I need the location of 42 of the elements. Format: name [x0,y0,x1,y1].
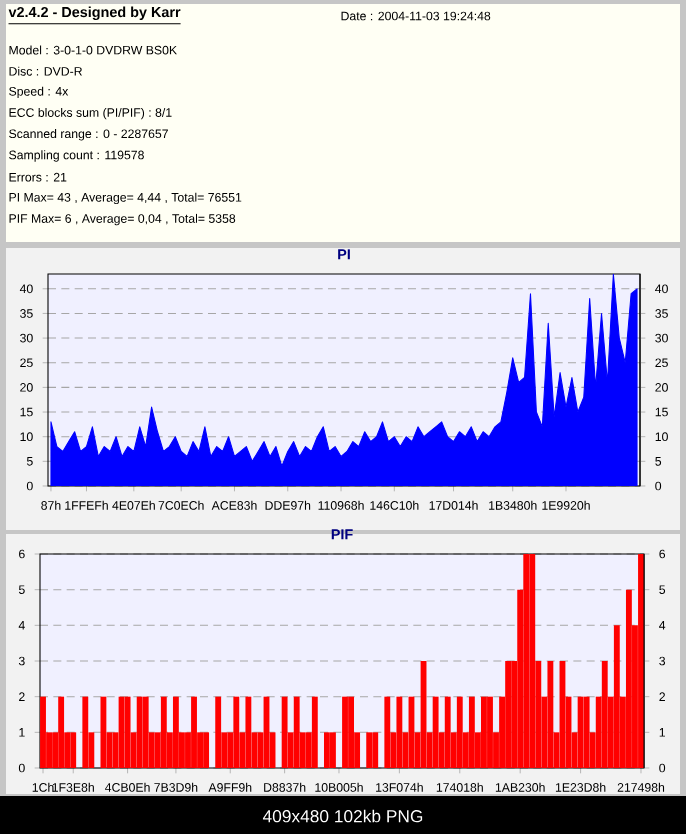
bar [481,696,487,768]
bar [160,696,167,768]
bar [529,554,536,768]
bar [191,696,197,768]
bar [311,696,318,768]
bar [372,732,379,768]
bar [342,696,348,768]
bar [142,696,149,768]
bar [124,696,131,768]
bar [281,696,288,768]
bar [215,696,222,768]
text: 409x480 102kb PNG [262,809,423,823]
bar [396,696,403,768]
bar [505,661,512,768]
bar [58,696,65,768]
bar [583,696,590,768]
bar [82,696,89,768]
bar [203,732,210,768]
bar [384,696,391,768]
bar [245,696,252,768]
bar [366,732,373,768]
bar [136,696,143,768]
bar [293,696,300,768]
bar [323,732,330,768]
bar [233,696,240,768]
bar [577,696,584,768]
bar [468,696,475,768]
bar [330,732,336,768]
bar [601,661,608,768]
bar [172,696,179,768]
bar [625,589,632,768]
bar [523,554,530,768]
bar [348,696,354,768]
bar [487,696,493,768]
bar [40,696,46,768]
bar [444,696,451,768]
bar [456,696,463,768]
bar [547,661,554,768]
bar [432,696,439,768]
bar [70,732,77,768]
bar [100,696,107,768]
bar [613,625,620,768]
